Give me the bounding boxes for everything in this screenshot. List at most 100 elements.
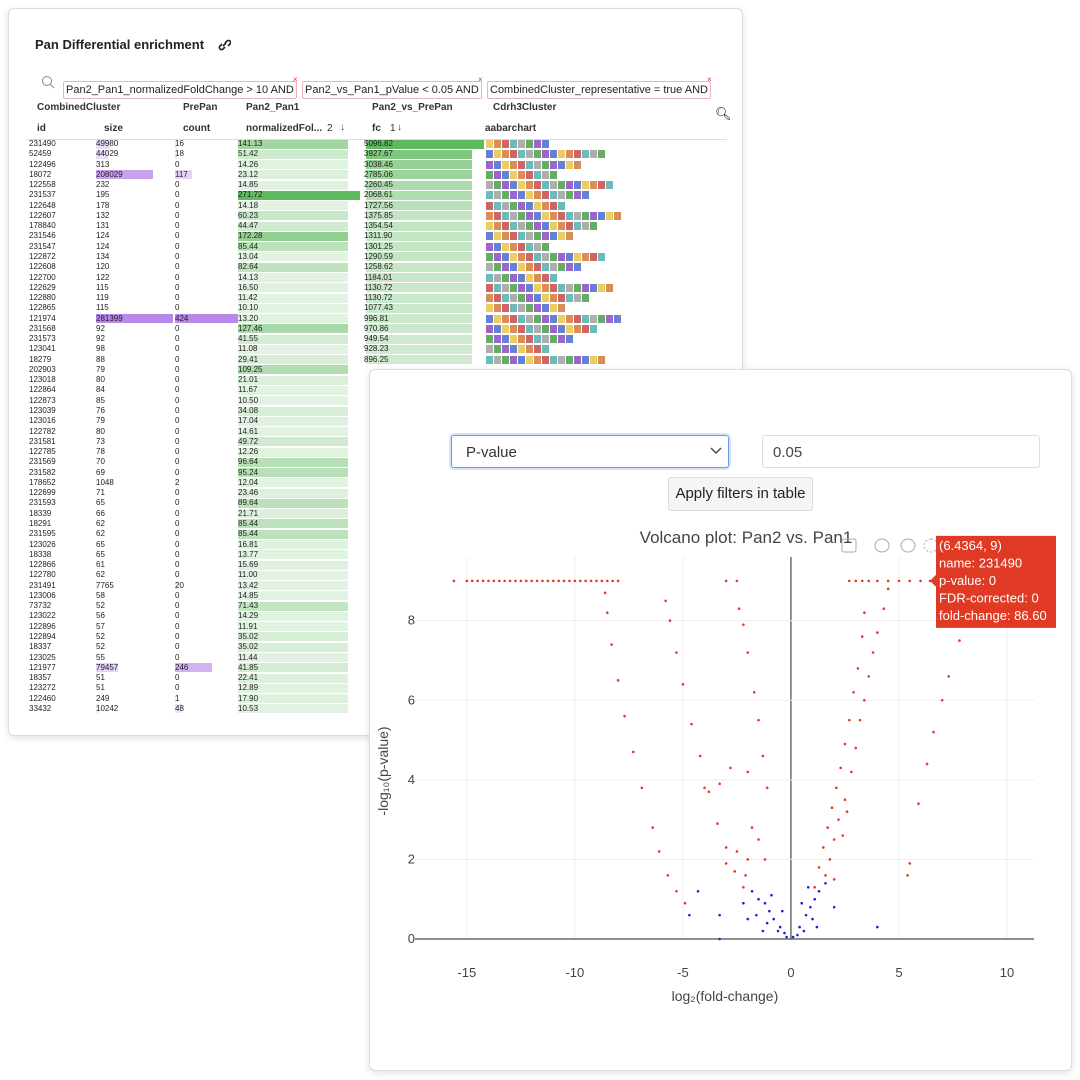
aa-block <box>550 252 557 261</box>
cell-bar <box>238 365 348 375</box>
table-cell: 0 <box>175 683 180 693</box>
aa-block <box>614 211 621 220</box>
link-icon[interactable] <box>217 38 231 52</box>
cell-bar <box>238 642 348 652</box>
aa-block <box>518 263 525 272</box>
table-cell: 14.85 <box>238 180 259 190</box>
aa-block <box>566 150 573 159</box>
table-cell: 66 <box>96 508 105 518</box>
cell-bar <box>238 560 348 570</box>
table-cell: 115 <box>96 303 109 313</box>
aa-block <box>526 355 533 364</box>
point <box>908 862 912 865</box>
point <box>668 619 672 622</box>
aa-block <box>494 252 501 261</box>
sort-order: 1 <box>390 123 396 134</box>
point <box>785 935 788 939</box>
point <box>860 635 864 638</box>
filter-chip[interactable]: Pan2_Pan1_normalizedFoldChange > 10 AND <box>63 81 297 99</box>
table-cell: 0 <box>175 621 180 631</box>
table-cell: 62 <box>96 570 105 580</box>
column-header: normalizedFol... <box>246 123 323 134</box>
table-cell: 0 <box>175 539 180 549</box>
point <box>616 679 620 682</box>
chip-remove: × <box>478 75 483 84</box>
table-cell: 127.46 <box>238 323 263 333</box>
point <box>610 643 613 646</box>
table-cell: 0 <box>175 590 180 600</box>
aa-block <box>550 335 557 344</box>
modebar-button[interactable] <box>923 538 939 553</box>
point <box>800 901 804 905</box>
table-cell: 10242 <box>96 703 119 713</box>
table-cell: 62 <box>96 529 105 539</box>
zoom-icon[interactable]: 🔍︎ <box>715 106 732 121</box>
aa-block <box>534 304 541 313</box>
table-cell: 0 <box>175 395 180 405</box>
aa-block <box>574 263 581 272</box>
apply-button[interactable]: Apply filters in table <box>668 477 813 511</box>
y-tick-label: 0 <box>408 931 415 946</box>
table-cell: 231568 <box>29 323 56 333</box>
table-cell: 18279 <box>29 354 52 364</box>
point <box>863 698 866 702</box>
point <box>573 579 577 583</box>
point <box>600 579 604 583</box>
point <box>724 846 728 849</box>
point <box>718 937 721 941</box>
aa-block <box>510 283 517 292</box>
modebar-button[interactable] <box>900 538 916 553</box>
filter-chip[interactable]: CombinedCluster_representative = true AN… <box>487 81 711 99</box>
group-header: Pan2_Pan1 <box>246 102 300 113</box>
aa-block <box>574 211 581 220</box>
aa-block <box>510 335 517 344</box>
table-cell: 0 <box>175 210 180 220</box>
table-cell: 231573 <box>29 334 56 344</box>
point <box>798 925 801 929</box>
table-cell: 11.08 <box>238 344 258 354</box>
point <box>690 722 693 726</box>
table-cell: 7765 <box>96 580 114 590</box>
chevron <box>710 447 722 454</box>
point <box>897 579 901 583</box>
table-cell: 231546 <box>29 231 56 241</box>
table-cell: 20 <box>175 580 184 590</box>
modebar-button[interactable] <box>841 538 857 553</box>
aa-block <box>558 160 565 169</box>
point <box>746 917 750 921</box>
table-cell: 271.72 <box>238 190 263 200</box>
table-cell: 3038.46 <box>364 159 393 169</box>
select[interactable]: P-value <box>451 435 729 468</box>
table-cell: 117 <box>175 169 188 179</box>
aa-block <box>574 222 581 231</box>
table-cell: 18 <box>175 149 184 159</box>
x-tick-label: -10 <box>565 965 584 980</box>
x-axis-label: log₂(fold-change) <box>672 988 779 1004</box>
table-cell: 18337 <box>29 642 52 652</box>
cell-bar <box>366 344 473 354</box>
table-cell: 231593 <box>29 498 56 508</box>
modebar-button[interactable] <box>874 538 890 553</box>
cell-bar <box>175 314 238 324</box>
point <box>796 933 799 937</box>
point <box>783 931 786 935</box>
threshold-input[interactable]: 0.05 <box>762 435 1040 468</box>
aa-block <box>526 304 533 313</box>
table-cell: 71 <box>96 488 105 498</box>
table-cell: 131 <box>96 221 110 231</box>
table-cell: 16.81 <box>238 539 259 549</box>
cell-bar <box>238 632 348 642</box>
point <box>841 834 845 837</box>
table-cell: 79 <box>96 364 105 374</box>
aa-block <box>558 324 565 333</box>
point <box>908 579 912 583</box>
table-cell: 3927.67 <box>364 149 393 159</box>
aa-block <box>582 355 589 364</box>
group-header: CombinedCluster <box>37 102 121 113</box>
filter-chip[interactable]: Pan2_vs_Pan1_pValue < 0.05 AND <box>302 81 482 99</box>
point <box>675 651 678 654</box>
table-cell: 80 <box>96 375 105 385</box>
table-cell: 141.13 <box>238 139 263 148</box>
aa-block <box>494 324 501 333</box>
aa-block <box>550 150 557 159</box>
